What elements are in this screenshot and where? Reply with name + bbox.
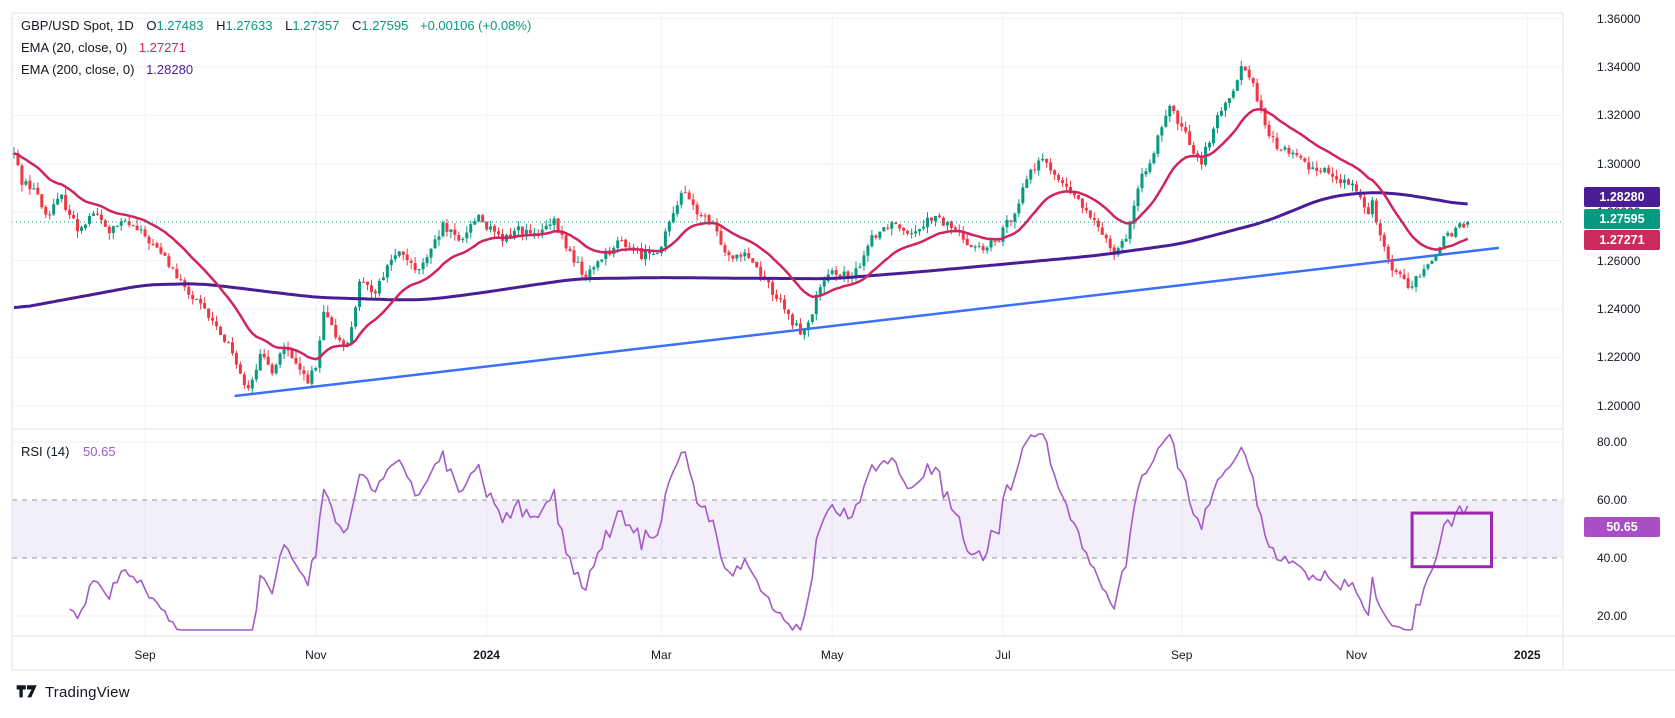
time-tick-Mar: Mar <box>651 648 672 662</box>
ema20-legend-row[interactable]: EMA (20, close, 0) 1.27271 <box>21 40 186 56</box>
rsi-label: RSI (14) <box>21 444 70 459</box>
price-tick-1.26000: 1.26000 <box>1597 253 1641 268</box>
rsi-value: 50.65 <box>83 444 116 459</box>
tradingview-logo-icon <box>16 685 37 698</box>
close-label: C <box>351 18 362 33</box>
price-tick-1.36000: 1.36000 <box>1597 11 1641 26</box>
rsi-legend-row[interactable]: RSI (14) 50.65 <box>21 444 116 460</box>
time-tick-Jul: Jul <box>995 648 1011 662</box>
ema20-price-badge: 1.27271 <box>1584 230 1660 250</box>
low-value: 1.27357 <box>292 18 340 33</box>
rsi-tick-40.00: 40.00 <box>1597 551 1628 565</box>
price-tick-1.30000: 1.30000 <box>1597 156 1641 171</box>
ema200-label: EMA (200, close, 0) <box>21 62 135 77</box>
close-price-badge: 1.27595 <box>1584 209 1660 229</box>
price-tick-1.22000: 1.22000 <box>1597 350 1641 365</box>
high-label: H <box>216 18 226 33</box>
low-label: L <box>285 18 293 33</box>
symbol-legend-row[interactable]: GBP/USD Spot, 1D O1.27483 H1.27633 L1.27… <box>21 18 531 34</box>
ema20-value: 1.27271 <box>138 40 186 55</box>
ema200-value: 1.28280 <box>146 62 194 77</box>
open-label: O <box>146 18 157 33</box>
symbol-title: GBP/USD Spot, 1D <box>21 18 134 33</box>
rsi-tick-80.00: 80.00 <box>1597 435 1628 449</box>
ema200-price-badge: 1.28280 <box>1584 187 1660 207</box>
time-tick-Sep: Sep <box>134 648 156 662</box>
time-tick-2025: 2025 <box>1513 648 1541 662</box>
rsi-tick-20.00: 20.00 <box>1597 609 1628 623</box>
open-value: 1.27483 <box>156 18 204 33</box>
price-tick-1.24000: 1.24000 <box>1597 301 1641 316</box>
time-tick-Nov: Nov <box>1345 648 1368 662</box>
change-value: +0.00106 (+0.08%) <box>419 18 532 33</box>
tradingview-brand-text: TradingView <box>45 684 130 701</box>
time-tick-Nov: Nov <box>305 648 327 662</box>
tradingview-logo[interactable]: TradingView <box>16 684 130 701</box>
ema20-label: EMA (20, close, 0) <box>21 40 128 55</box>
high-value: 1.27633 <box>225 18 273 33</box>
time-tick-Sep: Sep <box>1171 648 1193 662</box>
price-tick-1.20000: 1.20000 <box>1597 398 1641 413</box>
ema200-legend-row[interactable]: EMA (200, close, 0) 1.28280 <box>21 62 193 78</box>
close-value: 1.27595 <box>361 18 409 33</box>
rsi-price-badge: 50.65 <box>1584 517 1660 537</box>
price-tick-1.32000: 1.32000 <box>1597 108 1641 123</box>
rsi-tick-60.00: 60.00 <box>1597 493 1628 507</box>
time-tick-May: May <box>820 648 844 662</box>
price-tick-1.34000: 1.34000 <box>1597 59 1641 74</box>
time-tick-2024: 2024 <box>473 648 500 662</box>
